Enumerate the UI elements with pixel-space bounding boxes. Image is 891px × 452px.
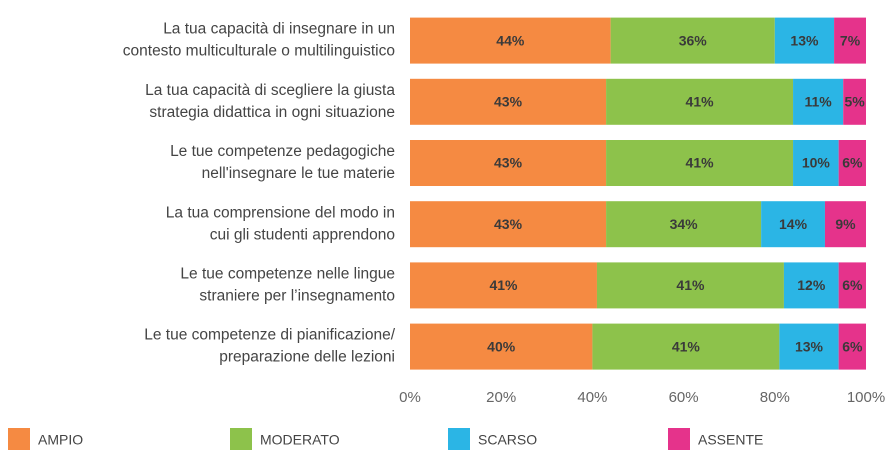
value-label: 13% [795,338,824,354]
bar-segment [410,17,611,64]
legend-label: AMPIO [38,432,83,448]
bar-segment [838,140,866,186]
legend-label: SCARSO [478,432,537,448]
value-label: 40% [487,338,516,354]
category-label: Le tue competenze nelle lingue [180,265,395,282]
bar-segment [793,140,839,186]
bar-segment [834,17,866,64]
category-label: preparazione delle lezioni [219,349,395,366]
legend-label: MODERATO [260,432,340,448]
value-label: 10% [802,155,831,171]
category-label: nell'insegnare le tue materie [202,165,395,182]
bar-segment [838,323,866,370]
x-tick-label: 20% [486,389,516,406]
value-label: 43% [494,94,523,110]
bar-segment [824,201,866,248]
category-label: straniere per l’insegnamento [199,287,395,304]
bar-segment [779,323,839,370]
bar-segment [761,201,825,248]
value-label: 14% [779,216,808,232]
value-label: 44% [496,32,525,48]
value-label: 43% [494,155,523,171]
legend-swatch [448,428,470,450]
value-label: 41% [489,277,518,293]
value-label: 7% [840,32,861,48]
category-label: La tua capacità di insegnare in un [163,21,395,38]
bar-segment [606,201,762,248]
bar-segment [793,78,844,125]
bar-segment [838,262,866,309]
value-label: 43% [494,216,523,232]
bar-segment [843,78,866,125]
legend-swatch [230,428,252,450]
bar-segment [410,201,607,248]
legend-swatch [8,428,30,450]
category-label: Le tue competenze di pianificazione/ [144,327,395,344]
value-label: 9% [835,216,856,232]
value-label: 34% [670,216,699,232]
category-label: contesto multiculturale o multilinguisti… [123,43,395,60]
x-tick-label: 80% [760,389,790,406]
x-tick-label: 0% [399,389,421,406]
bar-segment [410,262,597,309]
bar-segment [774,17,835,64]
x-tick-label: 100% [847,389,885,406]
bar-segment [606,140,794,186]
value-label: 12% [797,277,826,293]
x-tick-label: 60% [669,389,699,406]
value-label: 41% [686,155,715,171]
bar-segment [410,140,607,186]
category-label: Le tue competenze pedagogiche [170,143,395,160]
value-label: 6% [842,338,863,354]
category-label: La tua comprensione del modo in [166,204,395,221]
value-label: 13% [790,32,819,48]
legend-swatch [668,428,690,450]
value-label: 6% [842,277,863,293]
legend-label: ASSENTE [698,432,763,448]
bar-segment [410,78,607,125]
bar-segment [592,323,780,370]
category-label: cui gli studenti apprendono [210,226,395,243]
category-label: La tua capacità di scegliere la giusta [145,82,395,99]
value-label: 5% [844,94,865,110]
bar-segment [410,323,593,370]
category-label: strategia didattica in ogni situazione [149,104,395,121]
value-label: 11% [804,94,832,110]
value-label: 41% [686,94,715,110]
value-label: 41% [672,338,701,354]
x-tick-label: 40% [577,389,607,406]
value-label: 36% [679,32,708,48]
bar-segment [606,78,794,125]
value-label: 41% [676,277,705,293]
bar-segment [596,262,784,309]
value-label: 6% [842,155,863,171]
bar-segment [783,262,839,309]
bar-segment [610,17,775,64]
